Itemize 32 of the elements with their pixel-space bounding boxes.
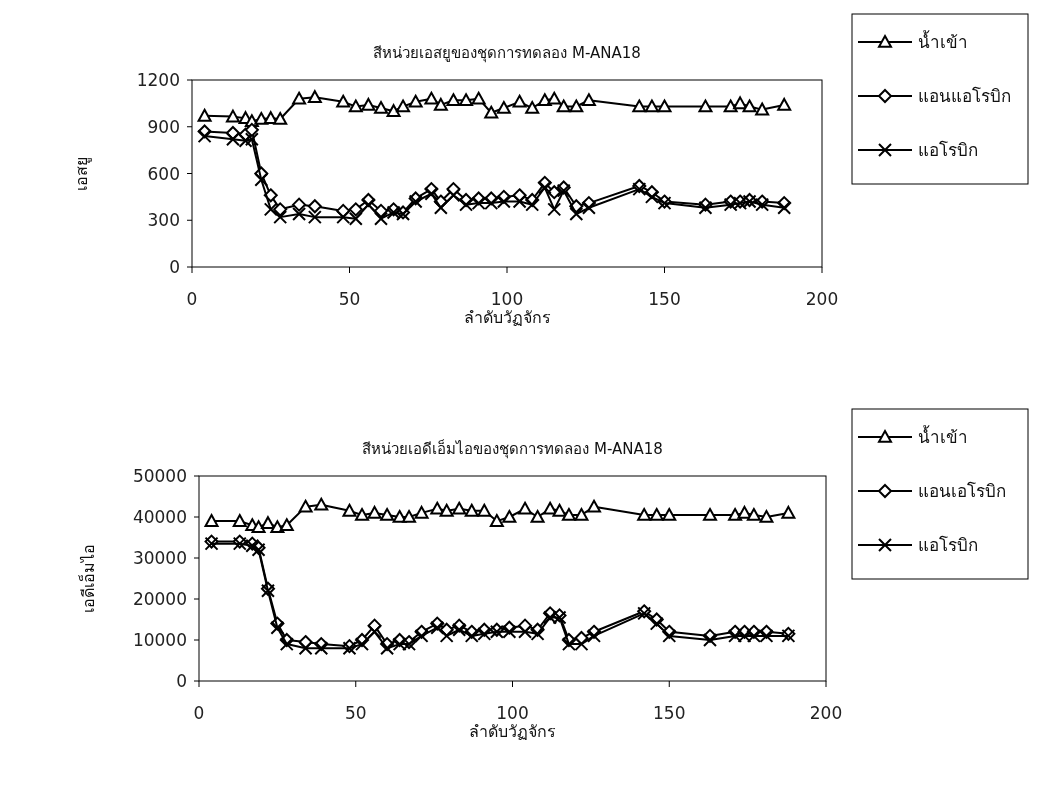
x-tick-label: 150: [653, 703, 686, 723]
legend-label: แอนเอโรบิก: [918, 481, 1006, 501]
x-axis-title: ลำดับวัฏจักร: [469, 722, 556, 741]
y-tick-label: 600: [147, 163, 180, 184]
y-tick-label: 10000: [132, 630, 187, 650]
x-tick-label: 100: [496, 703, 529, 723]
chart-title: สีหน่วยเอสยูของชุดการทดลอง M-ANA18: [373, 44, 641, 63]
y-tick-label: 1200: [136, 70, 180, 90]
legend-label: น้ำเข้า: [918, 30, 968, 52]
x-tick-label: 150: [648, 289, 681, 309]
y-tick-label: 50000: [132, 466, 187, 486]
y-axis-title: เอดีเอ็มไอ: [78, 544, 98, 613]
y-tick-label: 0: [169, 257, 180, 277]
x-tick-label: 100: [490, 289, 524, 309]
legend-label: แอโรบิก: [918, 140, 978, 160]
x-tick-label: 200: [809, 703, 843, 723]
y-tick-label: 30000: [132, 548, 187, 568]
y-tick-label: 900: [147, 116, 180, 137]
y-tick-label: 300: [147, 210, 180, 231]
legend-label: น้ำเข้า: [918, 425, 968, 447]
y-axis-title: เอสยู: [72, 156, 92, 191]
y-tick-label: 20000: [132, 589, 187, 609]
x-tick-label: 0: [193, 703, 205, 723]
x-tick-label: 200: [805, 289, 839, 309]
legend-label: แอโรบิก: [918, 535, 978, 555]
x-axis-title: ลำดับวัฏจักร: [463, 308, 551, 327]
y-tick-label: 40000: [132, 507, 187, 527]
x-tick-label: 50: [338, 289, 361, 309]
chart-title: สีหน่วยเอดีเอ็มไอของชุดการทดลอง M-ANA18: [362, 439, 663, 459]
x-tick-label: 50: [344, 703, 367, 723]
legend-label: แอนแอโรบิก: [918, 86, 1011, 106]
y-tick-label: 0: [176, 671, 187, 691]
